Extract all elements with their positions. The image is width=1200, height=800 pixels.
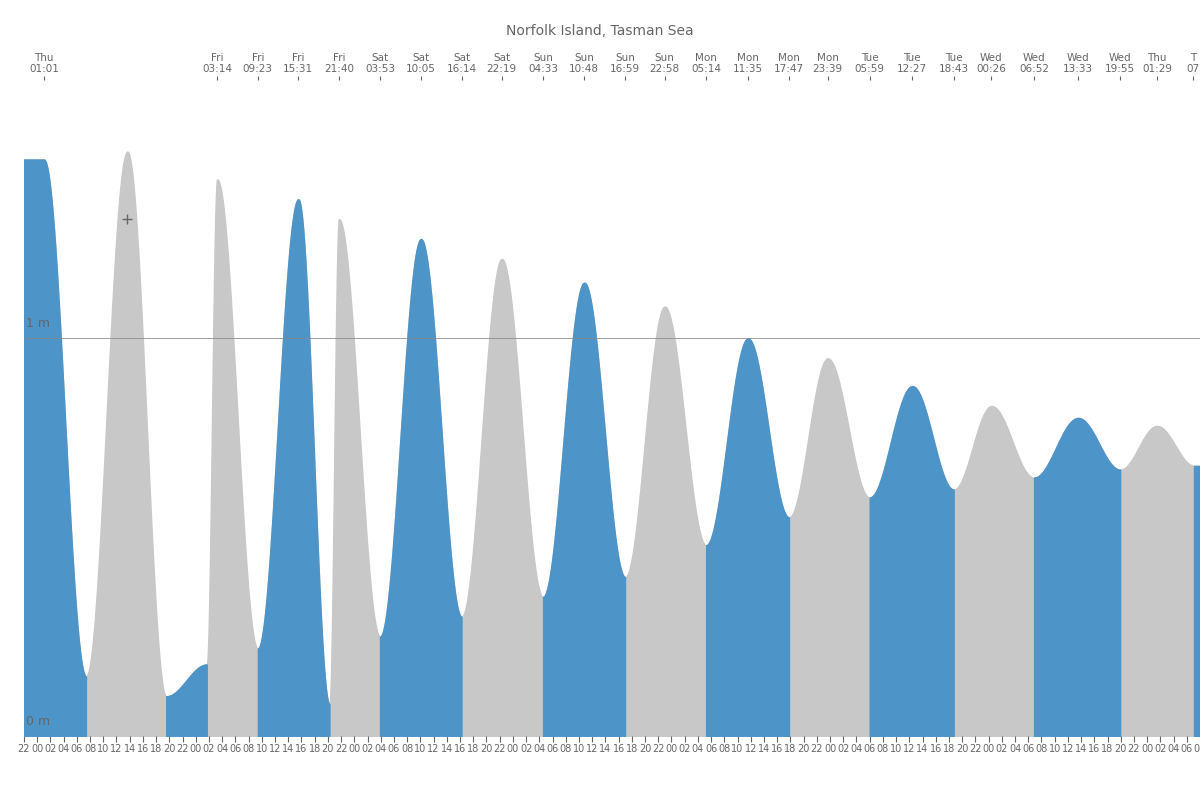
Text: 1 m: 1 m <box>26 318 50 330</box>
Text: 0 m: 0 m <box>26 715 50 728</box>
Text: Norfolk Island, Tasman Sea: Norfolk Island, Tasman Sea <box>506 24 694 38</box>
